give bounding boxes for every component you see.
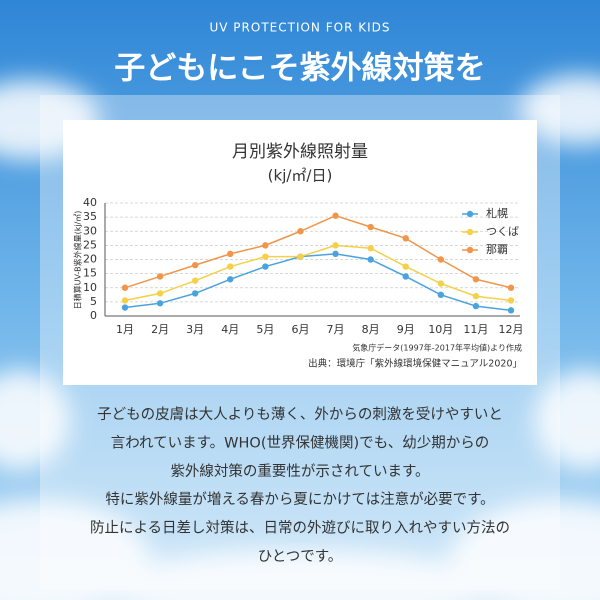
x-tick-label: 9月 (397, 323, 415, 336)
y-tick-label: 30 (83, 224, 97, 237)
body-line: ひとつです。 (258, 548, 343, 565)
point (297, 228, 304, 235)
y-axis-label: 日積算UV-B紫外線量(kj/㎡) (73, 211, 83, 310)
point (402, 263, 409, 270)
legend-dot (466, 228, 474, 236)
x-tick-label: 2月 (151, 323, 169, 336)
source: 出典：環境庁「紫外線環境保健マニュアル2020」 (308, 358, 522, 370)
series-line (124, 253, 512, 312)
point (472, 293, 480, 300)
point (121, 297, 129, 304)
point (227, 263, 234, 270)
y-tick-label: 10 (83, 281, 97, 294)
series-line (124, 244, 512, 302)
point (156, 290, 164, 297)
point (402, 235, 409, 242)
chart-subtitle: (kj/㎡/日) (268, 167, 333, 185)
chart-panel (63, 120, 537, 385)
point (507, 297, 515, 304)
x-tick-label: 7月 (327, 323, 345, 336)
legend-label: 札幌 (486, 206, 508, 220)
point (297, 253, 304, 260)
point (402, 273, 409, 280)
x-tick-label: 1月 (116, 323, 134, 336)
point (156, 273, 164, 280)
point (227, 250, 234, 258)
point (367, 223, 374, 231)
y-tick-label: 15 (83, 267, 97, 280)
point (437, 256, 445, 263)
kicker: UV PROTECTION FOR KIDS (210, 21, 391, 35)
legend-dot (466, 246, 474, 254)
point (472, 302, 480, 310)
point (437, 291, 445, 299)
point (262, 253, 269, 260)
body-text: 子どもの皮膚は大人よりも薄く、外からの刺激を受けやすいと言われています。WHO(… (90, 406, 510, 565)
x-tick-label: 5月 (256, 323, 274, 336)
point (367, 256, 374, 263)
y-tick-label: 25 (83, 238, 97, 251)
note: 気象庁データ(1997年-2017年平均値)より作成 (352, 343, 522, 353)
point (262, 263, 269, 270)
series-line (124, 214, 512, 289)
point (472, 276, 480, 283)
body-line: 防止による日差し対策は、日常の外遊びに取り入れやすい方法の (90, 520, 510, 537)
y-tick-label: 0 (90, 309, 97, 322)
legend-dot (466, 210, 474, 218)
x-tick-label: 6月 (291, 323, 309, 336)
y-tick-label: 20 (83, 253, 97, 266)
point (227, 276, 234, 283)
point (191, 290, 199, 297)
point (437, 280, 445, 287)
x-tick-label: 12月 (499, 323, 524, 336)
point (262, 242, 269, 249)
x-tick-label: 8月 (362, 323, 380, 336)
body-line: 子どもの皮膚は大人よりも薄く、外からの刺激を受けやすいと (97, 406, 503, 423)
y-tick-label: 35 (83, 210, 97, 223)
point (332, 212, 339, 219)
point (332, 250, 339, 258)
main-title: 子どもにこそ紫外線対策を (114, 51, 485, 87)
x-tick-label: 10月 (428, 323, 453, 336)
x-tick-label: 3月 (186, 323, 204, 336)
body-line: 言われています。WHO(世界保健機関)でも、幼少期からの (111, 434, 489, 451)
point (121, 284, 129, 291)
body-line: 特に紫外線量が増える春から夏にかけては注意が必要です。 (105, 490, 494, 508)
x-tick-label: 11月 (463, 323, 488, 336)
point (507, 284, 515, 291)
x-tick-label: 4月 (221, 323, 239, 336)
point (507, 307, 515, 314)
legend-label: 那覇 (486, 243, 508, 256)
point (156, 300, 164, 307)
y-tick-label: 5 (90, 295, 97, 308)
y-tick-label: 40 (83, 196, 97, 209)
point (367, 245, 374, 252)
point (191, 261, 199, 269)
point (121, 304, 129, 311)
point (191, 277, 199, 284)
chart-title: 月別紫外線照射量 (232, 142, 368, 162)
body-line: 紫外線対策の重要性が示されています。 (170, 463, 429, 480)
legend-label: つくば (486, 225, 519, 238)
point (332, 242, 339, 249)
